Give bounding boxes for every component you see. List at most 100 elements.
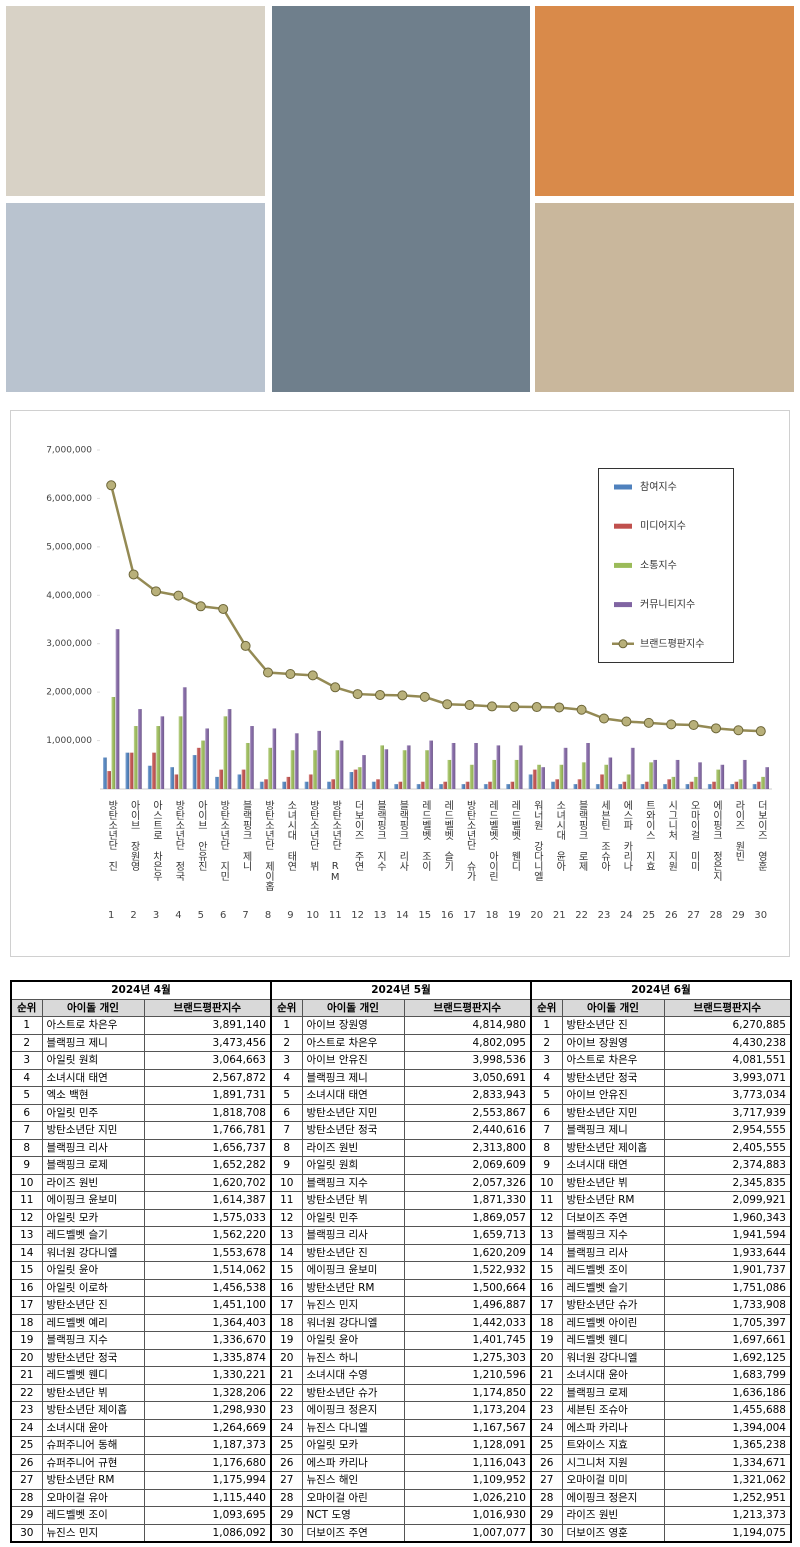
line-point	[666, 719, 677, 730]
rank: 13	[10, 1226, 43, 1245]
column-header: 순위	[530, 998, 563, 1017]
bar-shade	[304, 781, 309, 789]
bar-shade	[111, 696, 116, 789]
bar-shade	[640, 784, 645, 789]
idol-name: 블랙핑크 리사	[301, 1226, 405, 1245]
bar-shade	[152, 752, 156, 789]
table-row: 10 라이즈 원빈 1,620,702 10 블랙핑크 지수 2,057,326 10 방탄소…	[10, 1173, 792, 1192]
bar-shade	[551, 781, 555, 789]
idol-name: 방탄소년단 뷔	[41, 1383, 145, 1402]
bar-shade	[429, 740, 433, 789]
x-category-label: 방탄소년단 제이홉	[263, 800, 275, 891]
brand-index: 1,328,206	[143, 1383, 272, 1402]
line-point	[352, 689, 363, 700]
x-category-label: 라이즈 원빈	[733, 800, 745, 861]
photo	[6, 6, 265, 196]
table-row: 29 레드벨벳 조이 1,093,695 29 NCT 도영 1,016,930 29 라이즈…	[10, 1506, 792, 1525]
brand-index: 1,176,680	[143, 1453, 272, 1472]
brand-index: 1,115,440	[143, 1488, 272, 1507]
rank: 22	[270, 1383, 303, 1402]
bar-shade	[667, 779, 671, 789]
rank: 8	[530, 1138, 563, 1157]
x-category-label: 세븐틴 조슈아	[599, 800, 611, 872]
rank: 26	[10, 1453, 43, 1472]
bar-shade	[331, 779, 335, 789]
brand-index: 3,473,456	[143, 1033, 272, 1052]
table-row: 3 아일릿 원희 3,064,663 3 아이브 안유진 3,998,536 3 아스트로 차…	[10, 1051, 792, 1070]
bar-shade	[327, 781, 331, 789]
rank: 27	[530, 1471, 563, 1490]
bar-shade	[219, 769, 223, 789]
bar-shade	[416, 784, 421, 789]
idol-name: 아스트로 차은우	[41, 1016, 145, 1035]
brand-index: 1,659,713	[403, 1226, 532, 1245]
line-point	[711, 723, 721, 734]
brand-index: 1,026,210	[403, 1488, 532, 1507]
line-point	[375, 689, 385, 700]
brand-index: 1,960,343	[663, 1208, 792, 1227]
bar-shade	[626, 774, 631, 789]
x-rank-label: 23	[598, 910, 611, 921]
rank: 5	[270, 1086, 303, 1105]
brand-index: 1,614,387	[143, 1191, 272, 1210]
rank: 29	[530, 1506, 563, 1525]
bar-shade	[103, 757, 107, 789]
rank: 3	[530, 1051, 563, 1070]
idol-name: 블랙핑크 제니	[41, 1033, 145, 1052]
idol-name: 아일릿 민주	[301, 1208, 405, 1227]
bar-shade	[483, 784, 488, 789]
rank: 7	[10, 1121, 43, 1140]
x-rank-label: 18	[486, 910, 499, 921]
x-rank-label: 24	[620, 910, 633, 921]
idol-name: 아일릿 이로하	[41, 1278, 145, 1297]
brand-index: 1,330,221	[143, 1366, 272, 1385]
idol-name: 레드벨벳 웬디	[41, 1366, 145, 1385]
x-rank-label: 28	[710, 910, 723, 921]
brand-index: 3,050,691	[403, 1068, 532, 1087]
brand-index: 3,064,663	[143, 1051, 272, 1070]
brand-index: 2,405,555	[663, 1138, 792, 1157]
bar-shade	[402, 750, 407, 789]
rank: 18	[10, 1313, 43, 1332]
rank: 3	[270, 1051, 303, 1070]
table-row: 25 슈퍼주니어 동해 1,187,373 25 아일릿 모카 1,128,091 25 트와…	[10, 1436, 792, 1455]
table-row: 19 블랙핑크 지수 1,336,670 19 아일릿 윤아 1,401,745 19 레드벨…	[10, 1331, 792, 1350]
rank: 9	[10, 1156, 43, 1175]
table-row: 23 방탄소년단 제이홉 1,298,930 23 에이핑크 정은지 1,173,204 2…	[10, 1401, 792, 1420]
brand-index: 1,128,091	[403, 1436, 532, 1455]
rank: 18	[270, 1313, 303, 1332]
idol-name: 소녀시대 수영	[301, 1366, 405, 1385]
rank: 14	[530, 1243, 563, 1262]
idol-name: 더보이즈 주연	[561, 1208, 665, 1227]
idol-name: 아일릿 모카	[41, 1208, 145, 1227]
idol-name: 방탄소년단 지민	[41, 1121, 145, 1140]
idol-name: 소녀시대 윤아	[41, 1418, 145, 1437]
idol-name: 레드벨벳 슬기	[41, 1226, 145, 1245]
rank: 7	[530, 1121, 563, 1140]
brand-index: 1,174,850	[403, 1383, 532, 1402]
bar-shade	[156, 726, 160, 789]
bar-shade	[586, 742, 590, 789]
brand-index: 2,057,326	[403, 1173, 532, 1192]
month-title: 2024년 4월	[10, 980, 272, 1000]
bar-shade	[215, 776, 219, 789]
legend-label: 참여지수	[640, 481, 677, 493]
rank: 26	[530, 1453, 563, 1472]
brand-index: 2,069,609	[403, 1156, 532, 1175]
bar-shade	[492, 759, 496, 789]
idol-name: 더보이즈 영훈	[561, 1523, 665, 1543]
idol-name: 레드벨벳 아이린	[561, 1313, 665, 1332]
brand-index: 4,430,238	[663, 1033, 792, 1052]
x-category-label: 방탄소년단 슈가	[464, 800, 476, 882]
bar-shade	[649, 762, 653, 789]
y-tick-label: 7,000,000	[46, 446, 92, 456]
photo	[535, 6, 794, 196]
rank: 10	[10, 1173, 43, 1192]
bar-shade	[671, 776, 676, 789]
bar-shade	[573, 784, 578, 789]
brand-index: 1,167,567	[403, 1418, 532, 1437]
rank: 3	[10, 1051, 43, 1070]
idol-name: 더보이즈 주연	[301, 1523, 405, 1543]
x-rank-label: 9	[287, 910, 293, 921]
x-rank-label: 15	[418, 910, 431, 921]
